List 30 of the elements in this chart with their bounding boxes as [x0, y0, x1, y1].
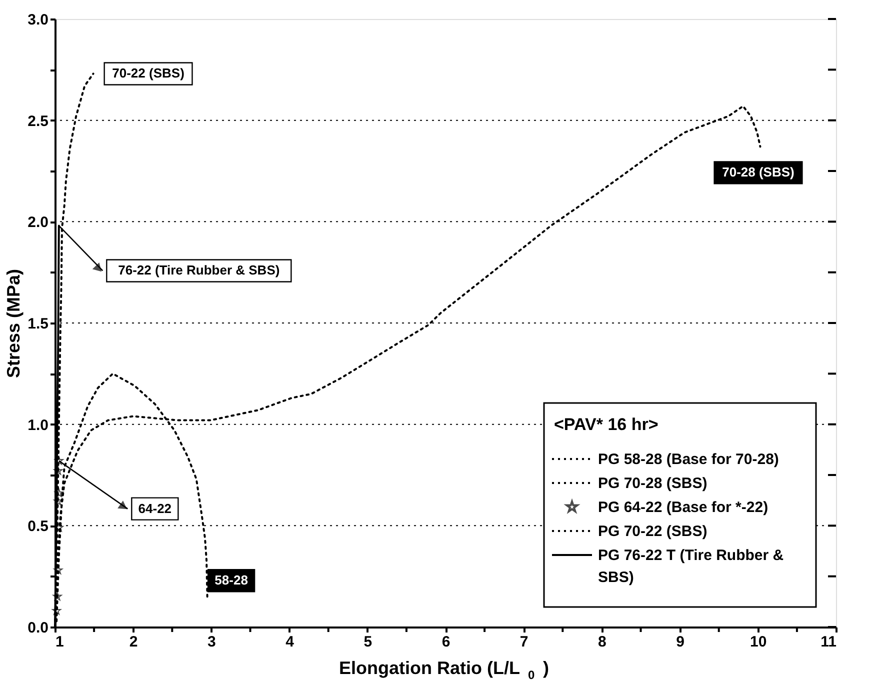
legend-label: PG 76-22 T (Tire Rubber & SBS): [598, 547, 784, 586]
x-tick-label: 9: [676, 634, 684, 650]
y-tick-label: 2.5: [28, 112, 48, 130]
annotation: 76-22 (Tire Rubber & SBS): [118, 262, 280, 278]
legend-label: PG 58-28 (Base for 70-28): [598, 451, 779, 468]
y-tick-label: 0.5: [28, 518, 48, 536]
y-tick-label: 1.5: [28, 316, 48, 332]
annotation: 58-28: [214, 572, 248, 588]
legend-label: PG 64-22 (Base for *-22): [598, 499, 768, 516]
y-tick-label: 1.0: [28, 416, 48, 434]
y-tick-label: 0.0: [28, 620, 48, 636]
y-axis-title: Stress (MPa): [4, 268, 24, 378]
legend-title: <PAV* 16 hr>: [554, 415, 658, 434]
x-tick-label: 4: [286, 634, 295, 650]
x-tick-label: 8: [598, 634, 606, 650]
x-tick-label: 10: [750, 634, 767, 650]
annotation: 70-28 (SBS): [722, 164, 794, 180]
x-tick-label: 3: [208, 634, 216, 650]
x-tick-label: 11: [820, 634, 836, 650]
annotation: 64-22: [138, 500, 172, 516]
x-tick-label: 1: [56, 634, 64, 650]
annotation: 70-22 (SBS): [112, 66, 184, 81]
x-tick-label: 6: [442, 634, 450, 650]
x-tick-label: 7: [520, 634, 528, 650]
legend-label: PG 70-22 (SBS): [598, 523, 708, 540]
y-tick-label: 2.0: [28, 214, 48, 232]
x-tick-label: 2: [129, 634, 138, 650]
x-tick-label: 5: [364, 634, 372, 650]
y-tick-label: 3.0: [28, 12, 48, 28]
legend-label: PG 70-28 (SBS): [598, 475, 708, 492]
